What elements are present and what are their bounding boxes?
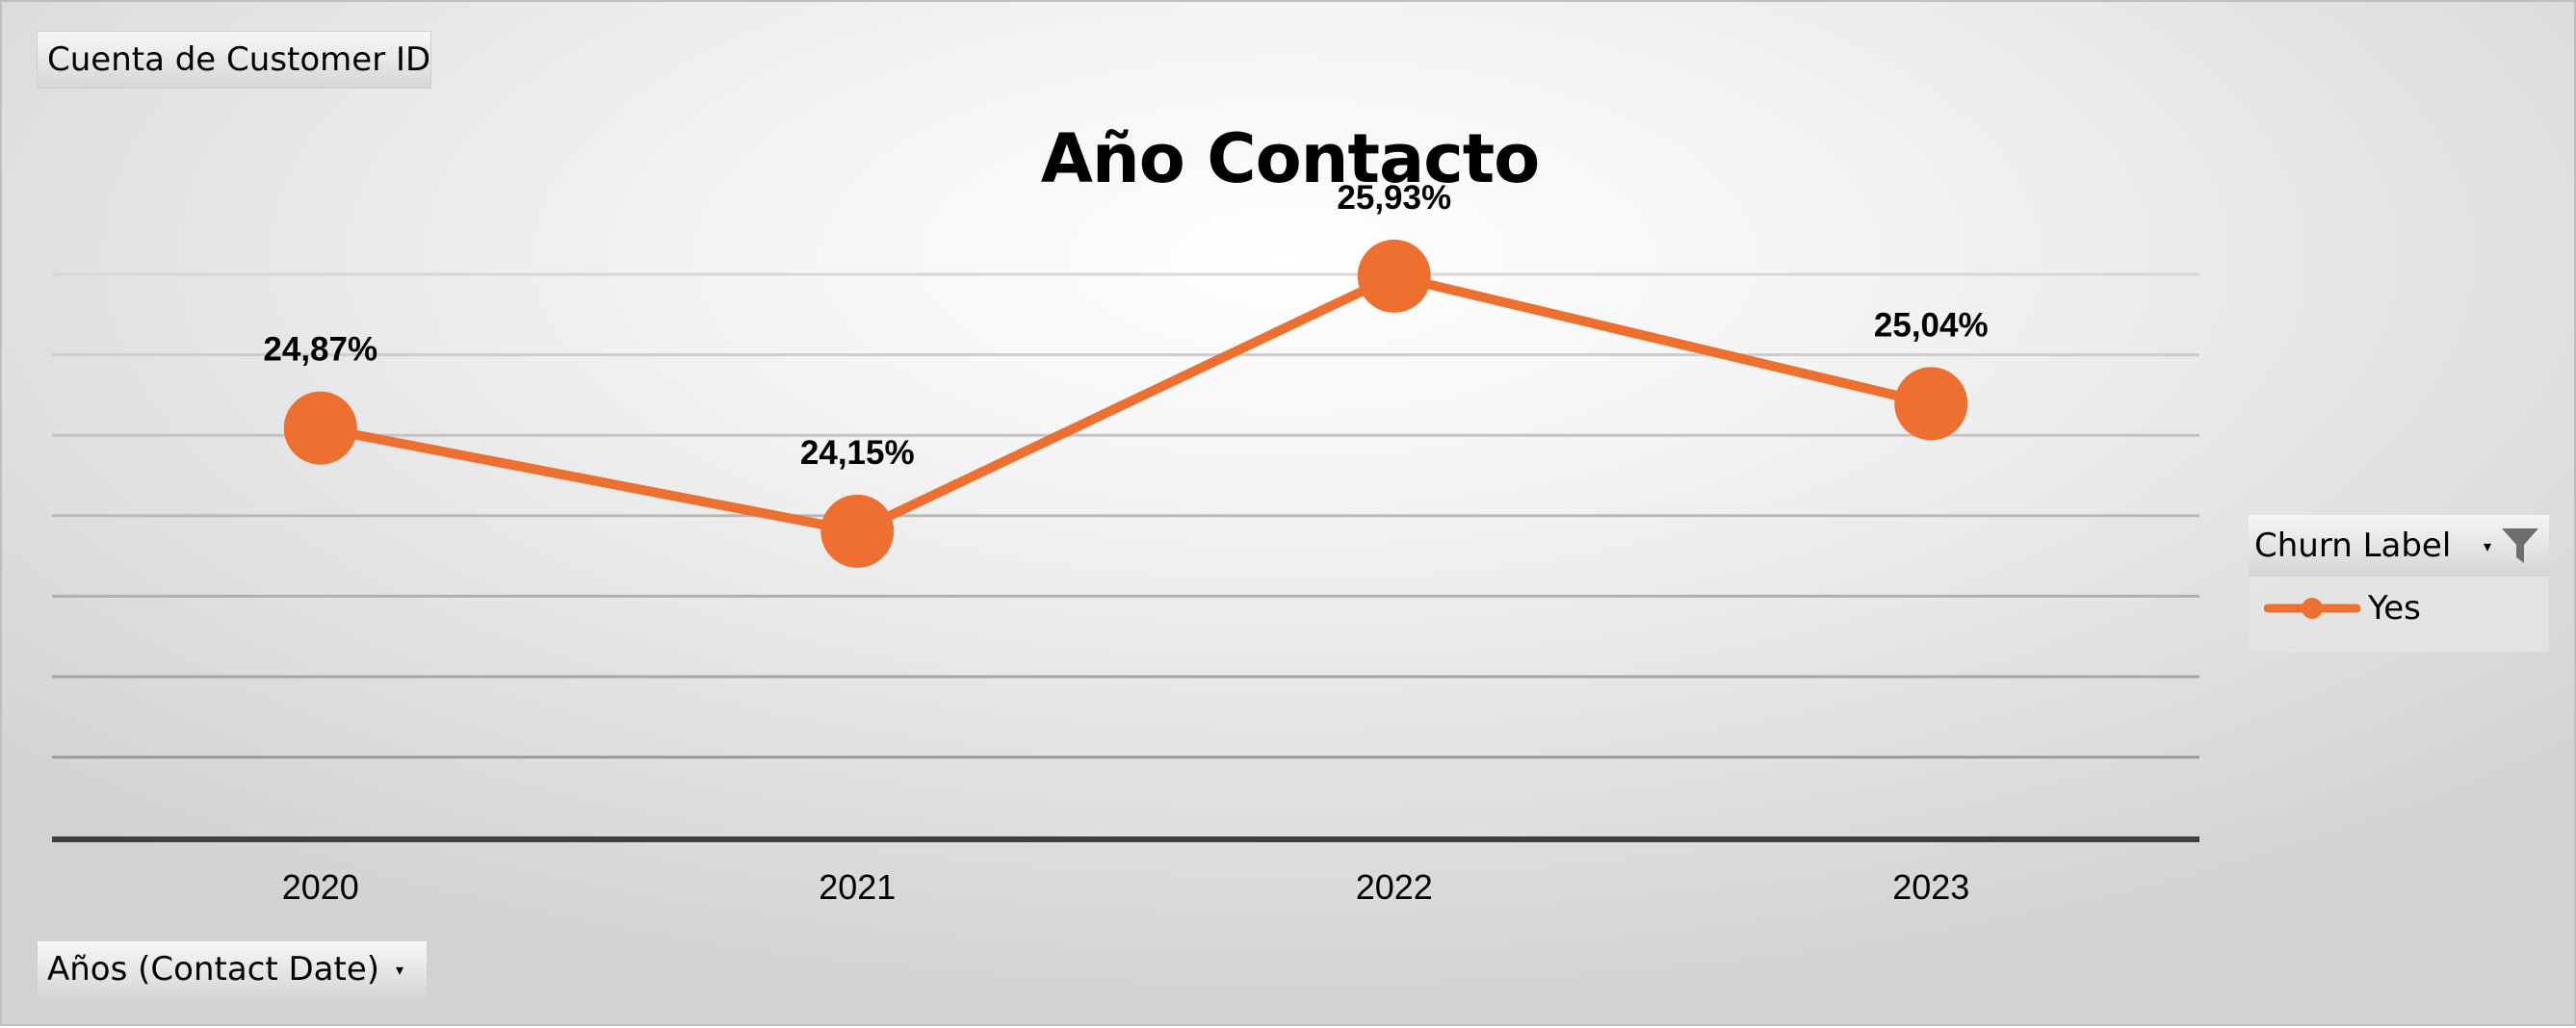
value-field-button[interactable]: Cuenta de Customer ID [37, 31, 431, 89]
axis-field-button[interactable]: Años (Contact Date) ▾ [37, 940, 428, 998]
legend-field-button[interactable]: Churn Label ▾ [2249, 515, 2549, 577]
legend-item: Yes [2249, 577, 2549, 640]
data-label: 25,93% [1337, 179, 1451, 217]
chart-title: Año Contacto [1040, 119, 1541, 198]
data-point [1357, 239, 1431, 313]
legend-series-marker [2264, 598, 2360, 619]
axis-field-label: Años (Contact Date) [47, 950, 380, 989]
chevron-down-icon[interactable]: ▾ [395, 960, 403, 979]
data-point [820, 494, 895, 568]
chevron-down-icon[interactable]: ▾ [2483, 536, 2491, 555]
data-label: 25,04% [1874, 306, 1989, 344]
x-tick-label: 2021 [819, 867, 896, 907]
legend-series-label: Yes [2368, 589, 2421, 628]
data-label: 24,87% [263, 331, 377, 369]
legend-field-label: Churn Label [2254, 527, 2452, 565]
series-line-yes [319, 270, 1933, 536]
x-tick-label: 2022 [1356, 867, 1433, 907]
legend: Churn Label ▾ Yes [2249, 515, 2549, 652]
data-point [283, 391, 357, 465]
value-field-label: Cuenta de Customer ID [47, 40, 431, 79]
filter-icon[interactable] [2499, 525, 2541, 567]
x-tick-label: 2020 [282, 867, 359, 907]
data-point [1894, 367, 1968, 441]
x-tick-label: 2023 [1892, 867, 1969, 907]
data-label: 24,15% [800, 434, 915, 472]
